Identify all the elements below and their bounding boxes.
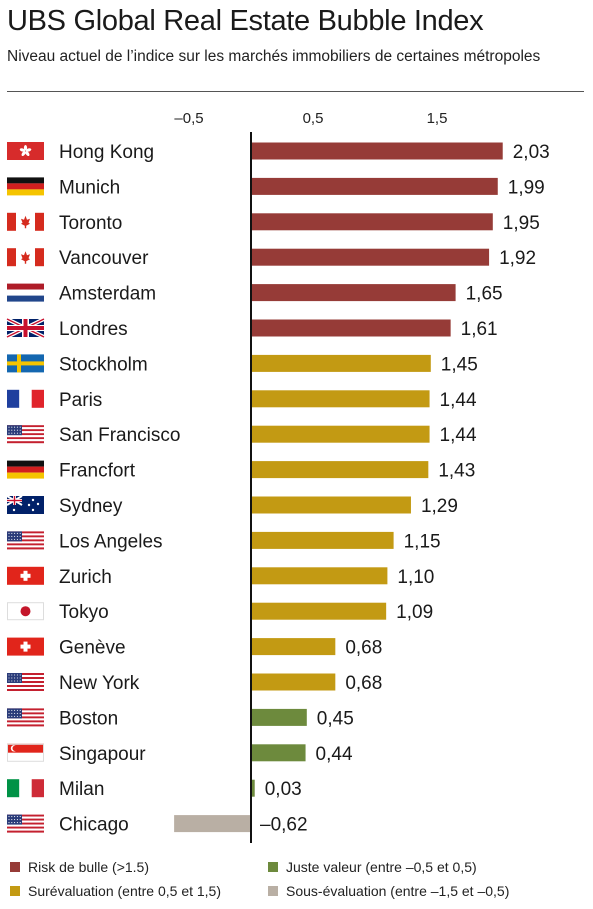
city-label: Stockholm <box>59 354 148 375</box>
bar <box>251 708 307 726</box>
bar <box>251 779 255 797</box>
flag-icon-us <box>7 425 44 444</box>
city-label: Milan <box>59 779 104 800</box>
value-label: 1,10 <box>397 567 434 588</box>
value-label: 1,65 <box>466 284 503 305</box>
value-label: 1,29 <box>421 496 458 517</box>
city-label: Boston <box>59 708 118 729</box>
value-label: 1,99 <box>508 177 545 198</box>
flag-icon-ch <box>7 566 44 585</box>
city-label: Amsterdam <box>59 284 156 305</box>
city-label: Londres <box>59 319 128 340</box>
value-label: 1,92 <box>499 248 536 269</box>
city-label: Singapour <box>59 744 146 765</box>
city-label: Toronto <box>59 213 122 234</box>
bar <box>251 496 411 514</box>
bar <box>251 673 336 691</box>
flag-icon-us <box>7 531 44 550</box>
value-label: –0,62 <box>260 815 308 836</box>
city-label: Sydney <box>59 496 123 517</box>
value-label: 0,44 <box>316 744 353 765</box>
flag-icon-sg <box>7 743 44 762</box>
flag-icon-us <box>7 673 44 691</box>
bar <box>251 354 431 372</box>
value-label: 1,09 <box>396 602 433 623</box>
flag-icon-jp <box>7 602 44 621</box>
city-label: Paris <box>59 390 102 411</box>
legend-item-bubble: Risk de bulle (>1.5) <box>10 858 149 876</box>
bar <box>251 177 498 195</box>
flag-icon-us <box>7 814 44 833</box>
flag-icon-ch <box>7 637 44 656</box>
legend-item-fair: Juste valeur (entre –0,5 et 0,5) <box>268 858 477 876</box>
flag-icon-us <box>7 708 44 727</box>
flag-icon-de <box>7 177 44 196</box>
city-label: Francfort <box>59 461 136 482</box>
flag-icon-se <box>7 354 44 373</box>
legend-swatch-overvalued <box>10 886 20 896</box>
value-label: 1,45 <box>441 354 478 375</box>
flag-icon-hk <box>7 142 44 160</box>
city-label: Tokyo <box>59 602 109 623</box>
city-label: Vancouver <box>59 248 149 269</box>
chart-subtitle: Niveau actuel de l’indice sur les marché… <box>7 48 541 65</box>
legend-label-fair: Juste valeur (entre –0,5 et 0,5) <box>286 859 477 875</box>
x-tick-label: 1,5 <box>427 110 448 127</box>
bar <box>251 319 451 337</box>
bar <box>251 213 493 231</box>
city-label: San Francisco <box>59 425 180 446</box>
flag-icon-it <box>7 779 44 798</box>
bar <box>251 142 503 160</box>
city-label: Genève <box>59 638 126 659</box>
bar <box>251 744 306 762</box>
x-tick-label: 0,5 <box>303 110 324 127</box>
city-label: Hong Kong <box>59 142 154 163</box>
flag-icon-gb <box>6 317 45 339</box>
header-divider <box>7 91 584 92</box>
city-label: New York <box>59 673 140 694</box>
value-label: 0,45 <box>317 708 354 729</box>
legend-swatch-undervalued <box>268 886 278 896</box>
legend-label-overvalued: Surévaluation (entre 0,5 et 1,5) <box>28 883 222 899</box>
bar <box>251 425 430 443</box>
value-label: 1,44 <box>440 390 477 411</box>
flag-icon-au <box>6 495 44 514</box>
value-label: 1,61 <box>461 319 498 340</box>
flag-icon-ca <box>7 248 44 267</box>
legend-swatch-bubble <box>10 862 20 872</box>
bar <box>251 248 490 266</box>
bar <box>251 602 387 620</box>
x-tick-label: –0,5 <box>174 110 203 127</box>
value-label: 0,68 <box>345 673 382 694</box>
legend-label-undervalued: Sous-évaluation (entre –1,5 et –0,5) <box>286 883 510 899</box>
city-label: Chicago <box>59 815 129 836</box>
city-label: Los Angeles <box>59 531 163 552</box>
value-label: 1,95 <box>503 213 540 234</box>
bar <box>251 461 429 479</box>
flag-icon-ca <box>7 212 44 231</box>
legend-item-overvalued: Surévaluation (entre 0,5 et 1,5) <box>10 882 221 900</box>
value-label: 0,03 <box>265 779 302 800</box>
flag-icon-fr <box>7 389 44 408</box>
value-label: 1,44 <box>440 425 477 446</box>
city-label: Zurich <box>59 567 112 588</box>
legend-label-bubble: Risk de bulle (>1.5) <box>28 859 150 875</box>
bar <box>251 284 456 302</box>
chart-title: UBS Global Real Estate Bubble Index <box>7 5 484 37</box>
bar <box>251 390 430 408</box>
value-label: 2,03 <box>513 142 550 163</box>
value-label: 1,43 <box>438 461 475 482</box>
legend-swatch-fair <box>268 862 278 872</box>
flag-icon-de <box>7 460 44 479</box>
value-label: 0,68 <box>345 638 382 659</box>
bar <box>251 638 336 656</box>
flag-icon-nl <box>7 283 44 302</box>
bar <box>251 531 394 549</box>
legend-item-undervalued: Sous-évaluation (entre –1,5 et –0,5) <box>268 882 509 900</box>
bar <box>251 567 388 585</box>
city-label: Munich <box>59 177 120 198</box>
bar <box>174 815 251 833</box>
value-label: 1,15 <box>404 531 441 552</box>
